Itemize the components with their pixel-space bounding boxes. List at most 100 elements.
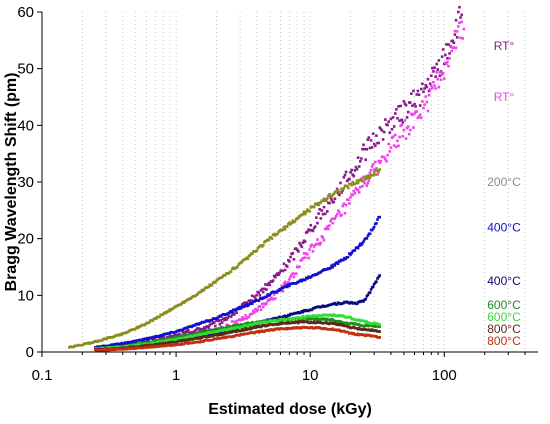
data-point	[306, 277, 309, 280]
data-point	[276, 232, 279, 236]
data-point	[258, 305, 262, 308]
data-point	[365, 237, 369, 240]
data-point	[281, 269, 285, 273]
data-point	[382, 155, 386, 159]
data-point	[366, 181, 370, 185]
data-point	[336, 189, 340, 192]
data-point	[167, 309, 170, 313]
data-point	[230, 310, 234, 314]
data-point	[202, 326, 206, 329]
data-point	[312, 226, 316, 230]
data-point	[280, 284, 284, 288]
data-point	[406, 125, 410, 128]
data-point	[254, 307, 257, 311]
data-point	[448, 52, 451, 55]
data-point	[377, 170, 380, 174]
data-point	[356, 246, 360, 250]
data-point	[243, 317, 246, 320]
x-tick-label: 100	[432, 367, 457, 384]
data-point	[434, 87, 437, 90]
data-point	[266, 299, 269, 303]
data-point	[399, 104, 402, 108]
data-point	[354, 187, 358, 190]
data-point	[349, 315, 352, 319]
data-point	[452, 46, 456, 49]
data-point	[357, 318, 361, 322]
data-point	[417, 115, 421, 119]
data-point	[447, 64, 450, 68]
data-point	[333, 217, 337, 221]
data-point	[351, 193, 355, 197]
data-point	[415, 110, 419, 113]
data-point	[391, 116, 395, 119]
data-point	[245, 304, 249, 308]
data-point	[312, 245, 316, 248]
data-point	[295, 248, 299, 252]
data-point	[230, 313, 234, 317]
data-point	[279, 288, 283, 291]
data-point	[321, 212, 325, 216]
data-point	[302, 252, 306, 255]
data-point	[259, 308, 263, 312]
data-point	[351, 173, 355, 176]
data-point	[360, 157, 363, 160]
data-point	[395, 108, 398, 111]
data-point	[253, 311, 256, 314]
data-point	[264, 283, 267, 286]
data-point	[357, 191, 361, 194]
data-point	[239, 306, 243, 310]
data-point	[372, 225, 376, 229]
data-point	[244, 314, 247, 317]
data-point	[210, 283, 214, 287]
data-point	[328, 224, 331, 227]
series-label: RT°	[494, 39, 515, 53]
data-point	[316, 238, 319, 241]
data-point	[248, 253, 252, 257]
data-point	[282, 262, 286, 266]
data-point	[271, 298, 275, 301]
data-point	[361, 147, 364, 151]
data-point	[218, 322, 222, 326]
data-point	[268, 293, 272, 297]
data-point	[281, 228, 285, 231]
data-point	[355, 179, 359, 182]
data-point	[253, 295, 256, 298]
data-point	[320, 209, 324, 212]
data-point	[368, 176, 372, 180]
data-point	[224, 316, 227, 320]
data-point	[338, 193, 341, 197]
data-point	[386, 153, 389, 157]
data-point	[367, 136, 371, 139]
data-point	[297, 250, 300, 253]
data-point	[373, 160, 377, 164]
data-point	[405, 126, 409, 130]
data-point	[435, 70, 438, 74]
data-point	[358, 185, 362, 189]
data-point	[353, 249, 357, 252]
data-point	[358, 160, 362, 163]
data-point	[100, 339, 104, 342]
data-point	[436, 77, 440, 81]
data-point	[461, 37, 465, 40]
data-point	[363, 319, 366, 323]
data-point	[454, 46, 458, 50]
data-point	[303, 240, 307, 243]
data-point	[292, 317, 296, 321]
data-point	[251, 309, 255, 313]
data-point	[302, 210, 306, 214]
data-point	[272, 293, 276, 296]
data-point	[298, 265, 301, 269]
data-point	[342, 258, 345, 262]
data-point	[431, 86, 434, 90]
data-point	[273, 275, 277, 279]
data-point	[219, 315, 223, 318]
data-point	[407, 132, 411, 136]
data-point	[199, 327, 203, 331]
data-point	[428, 88, 432, 91]
data-point	[429, 74, 433, 78]
data-point	[310, 243, 314, 247]
data-point	[297, 216, 300, 220]
data-point	[283, 227, 287, 231]
data-point	[325, 210, 329, 213]
data-point	[350, 251, 353, 255]
